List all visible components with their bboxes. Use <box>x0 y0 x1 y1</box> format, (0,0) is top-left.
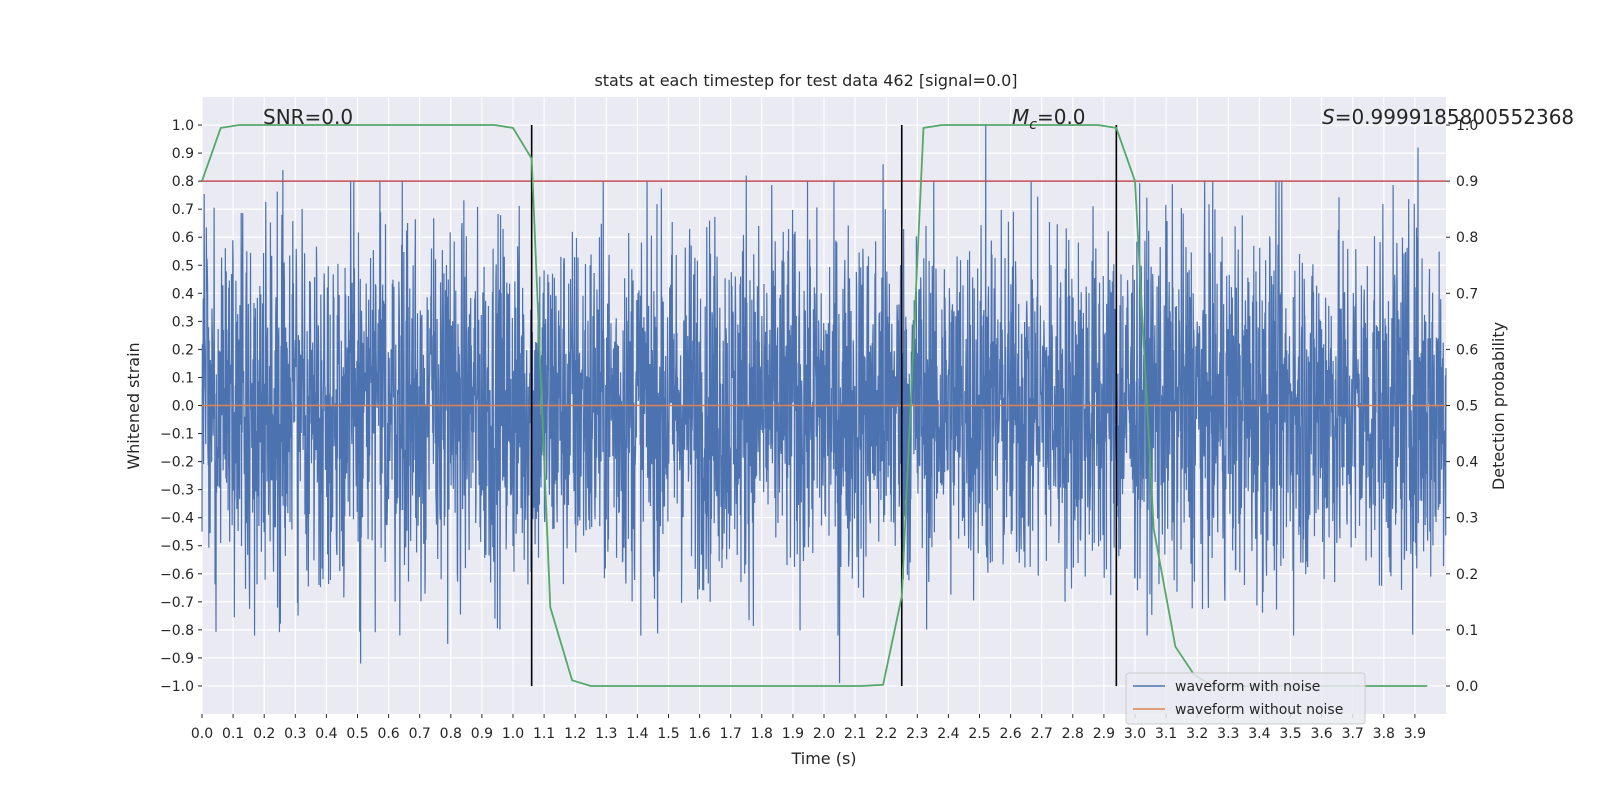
x-tick-label: 2.0 <box>813 726 835 742</box>
x-tick-label: 0.4 <box>315 726 337 742</box>
mc-value: =0.0 <box>1037 105 1086 129</box>
y-tick-label: −0.6 <box>160 567 194 583</box>
x-tick-label: 0.7 <box>409 726 431 742</box>
y-tick-label: −0.5 <box>160 539 194 555</box>
legend: waveform with noise waveform without noi… <box>1125 672 1366 725</box>
x-tick-label: 0.0 <box>191 726 213 742</box>
x-tick-label: 1.1 <box>533 726 555 742</box>
x-tick-label: 1.3 <box>595 726 617 742</box>
s-annotation: S=0.9999185800552368 <box>1322 105 1574 129</box>
x-tick-label: 3.8 <box>1373 726 1395 742</box>
chart-title: stats at each timestep for test data 462… <box>594 71 1017 90</box>
y2-tick-label: 0.4 <box>1456 455 1478 471</box>
y-tick-label: 0.7 <box>172 202 194 218</box>
y-tick-label: 0.6 <box>172 230 194 246</box>
x-tick-label: 3.3 <box>1217 726 1239 742</box>
noise-waveform-line <box>201 125 1447 684</box>
x-tick-label: 2.1 <box>844 726 866 742</box>
y-tick-label: 0.4 <box>172 286 194 302</box>
y-tick-label: 1.0 <box>172 118 194 134</box>
y-tick-label: −1.0 <box>160 679 194 695</box>
x-tick-label: 3.4 <box>1248 726 1270 742</box>
y-tick-label: 0.9 <box>172 146 194 162</box>
y-tick-label: 0.1 <box>172 370 194 386</box>
x-tick-label: 3.1 <box>1155 726 1177 742</box>
y-tick-label: −0.8 <box>160 623 194 639</box>
y2-tick-label: 0.0 <box>1456 679 1478 695</box>
y2-tick-label: 0.7 <box>1456 286 1478 302</box>
x-tick-label: 3.0 <box>1124 726 1146 742</box>
legend-box <box>1125 672 1366 725</box>
x-axis-ticks: 0.0 0.1 0.2 0.3 0.4 0.5 0.6 0.7 0.8 0.9 1.0 1.1 1.2 1… <box>191 714 1426 742</box>
probability-line <box>201 124 1428 687</box>
x-tick-label: 3.2 <box>1186 726 1208 742</box>
y-tick-label: −0.4 <box>160 511 194 527</box>
y-tick-label: 0.5 <box>172 258 194 274</box>
x-tick-label: 2.3 <box>906 726 928 742</box>
y-tick-label: 0.3 <box>172 314 194 330</box>
y-tick-label: −0.1 <box>160 427 194 443</box>
x-tick-label: 2.8 <box>1062 726 1084 742</box>
noise-waveform-series <box>201 125 1447 684</box>
x-tick-label: 2.9 <box>1093 726 1115 742</box>
y2-tick-label: 0.2 <box>1456 567 1478 583</box>
x-tick-label: 3.7 <box>1342 726 1364 742</box>
s-symbol: S <box>1322 105 1335 129</box>
y-axis-label: Whitened strain <box>124 342 143 469</box>
y2-tick-label: 0.6 <box>1456 342 1478 358</box>
y-tick-label: 0.2 <box>172 342 194 358</box>
x-tick-label: 0.9 <box>471 726 493 742</box>
x-tick-label: 0.8 <box>440 726 462 742</box>
y2-axis-label: Detection probability <box>1489 322 1508 490</box>
y-tick-label: −0.2 <box>160 455 194 471</box>
x-tick-label: 0.2 <box>253 726 275 742</box>
mc-subscript: c <box>1029 117 1037 133</box>
x-axis-label: Time (s) <box>790 749 856 768</box>
y2-tick-label: 0.5 <box>1456 399 1478 415</box>
x-tick-label: 2.4 <box>937 726 959 742</box>
y-tick-label: −0.3 <box>160 483 194 499</box>
snr-annotation: SNR=0.0 <box>263 105 353 129</box>
y2-tick-label: 0.1 <box>1456 623 1478 639</box>
legend-label-clean: waveform without noise <box>1175 702 1343 718</box>
y2-tick-label: 0.3 <box>1456 511 1478 527</box>
y-tick-label: 0.8 <box>172 174 194 190</box>
x-tick-label: 1.5 <box>657 726 679 742</box>
x-tick-label: 1.9 <box>782 726 804 742</box>
x-tick-label: 1.7 <box>720 726 742 742</box>
x-tick-label: 0.1 <box>222 726 244 742</box>
y-axis-ticks: 1.0 0.9 0.8 0.7 0.6 0.5 0.4 0.3 0.2 0.1 0.0 −0.1 −0.… <box>160 118 202 695</box>
s-value: =0.9999185800552368 <box>1335 105 1574 129</box>
x-tick-label: 3.9 <box>1404 726 1426 742</box>
x-tick-label: 1.8 <box>751 726 773 742</box>
x-tick-label: 3.6 <box>1310 726 1332 742</box>
x-tick-label: 2.7 <box>1031 726 1053 742</box>
y-tick-label: 0.0 <box>172 399 194 415</box>
y-tick-label: −0.7 <box>160 595 194 611</box>
x-tick-label: 2.5 <box>968 726 990 742</box>
y2-tick-label: 0.9 <box>1456 174 1478 190</box>
y2-tick-label: 1.0 <box>1456 118 1478 134</box>
y2-tick-label: 0.8 <box>1456 230 1478 246</box>
x-tick-label: 0.5 <box>346 726 368 742</box>
x-tick-label: 1.0 <box>502 726 524 742</box>
x-tick-label: 1.6 <box>688 726 710 742</box>
legend-label-noise: waveform with noise <box>1175 679 1320 695</box>
y2-axis-ticks: 1.0 0.9 0.8 0.7 0.6 0.5 0.4 0.3 0.2 0.1 0.0 <box>1446 118 1478 695</box>
x-tick-label: 2.2 <box>875 726 897 742</box>
x-tick-label: 3.5 <box>1279 726 1301 742</box>
x-tick-label: 0.3 <box>284 726 306 742</box>
x-tick-label: 1.4 <box>626 726 648 742</box>
x-tick-label: 1.2 <box>564 726 586 742</box>
mc-annotation: Mc=0.0 <box>1012 105 1086 133</box>
mc-symbol: M <box>1012 105 1029 129</box>
y-tick-label: −0.9 <box>160 651 194 667</box>
x-tick-label: 0.6 <box>377 726 399 742</box>
probability-series <box>201 124 1428 687</box>
x-tick-label: 2.6 <box>999 726 1021 742</box>
